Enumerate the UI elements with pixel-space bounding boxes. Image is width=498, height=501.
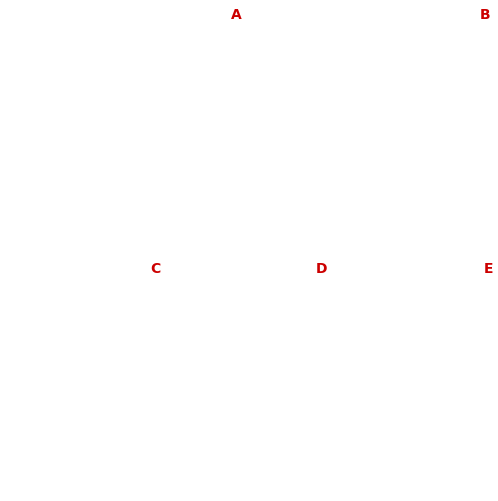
- Text: B: B: [480, 8, 491, 22]
- Text: A: A: [231, 8, 242, 22]
- Text: D: D: [316, 263, 327, 277]
- Text: E: E: [484, 263, 493, 277]
- Text: C: C: [150, 263, 160, 277]
